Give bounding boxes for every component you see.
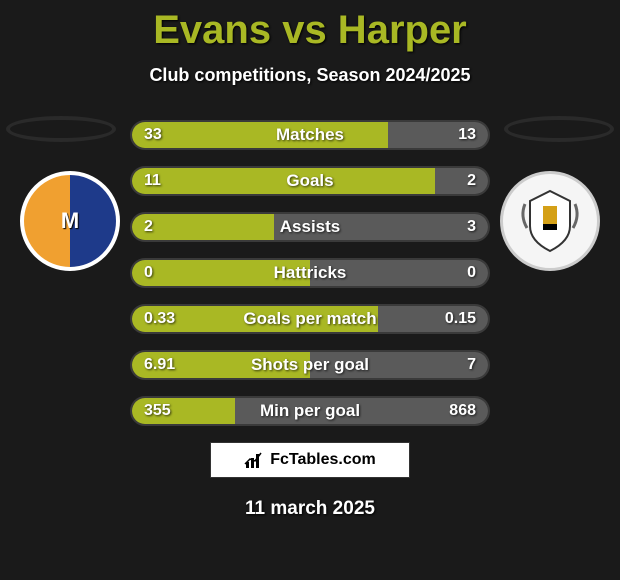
team-badge-left: M <box>20 171 120 271</box>
stat-value-left: 2 <box>144 218 153 236</box>
stat-value-right: 0.15 <box>445 310 476 328</box>
team-badge-left-label: M <box>61 208 79 234</box>
stat-value-right: 868 <box>449 402 476 420</box>
site-logo[interactable]: FcTables.com <box>210 442 410 478</box>
stat-row: 11 2 Goals <box>130 166 490 196</box>
stat-value-right: 2 <box>467 172 476 190</box>
stat-value-right: 3 <box>467 218 476 236</box>
stat-value-right: 13 <box>458 126 476 144</box>
stat-value-right: 0 <box>467 264 476 282</box>
stat-bar-right <box>435 168 488 194</box>
player-shadow-left <box>6 116 116 142</box>
team-badge-right <box>500 171 600 271</box>
stat-label: Assists <box>280 217 340 237</box>
stat-row: 0 0 Hattricks <box>130 258 490 288</box>
stat-row: 6.91 7 Shots per goal <box>130 350 490 380</box>
stat-label: Shots per goal <box>251 355 369 375</box>
stat-bar-left <box>132 122 388 148</box>
player-shadow-right <box>504 116 614 142</box>
stat-value-left: 0 <box>144 264 153 282</box>
stat-value-left: 0.33 <box>144 310 175 328</box>
site-logo-text: FcTables.com <box>270 451 376 469</box>
stat-value-left: 6.91 <box>144 356 175 374</box>
stat-value-left: 11 <box>144 172 161 190</box>
stat-row: 0.33 0.15 Goals per match <box>130 304 490 334</box>
stat-bar-left <box>132 168 435 194</box>
stat-row: 2 3 Assists <box>130 212 490 242</box>
stat-value-right: 7 <box>467 356 476 374</box>
stat-label: Goals per match <box>243 309 376 329</box>
stat-row: 33 13 Matches <box>130 120 490 150</box>
stat-value-left: 33 <box>144 126 162 144</box>
stats-list: 3313Matches112Goals23Assists00Hattricks0… <box>130 116 490 426</box>
stat-label: Min per goal <box>260 401 360 421</box>
stat-label: Matches <box>276 125 344 145</box>
chart-icon <box>244 450 264 470</box>
stat-row: 355 868 Min per goal <box>130 396 490 426</box>
stat-label: Hattricks <box>274 263 347 283</box>
stat-label: Goals <box>286 171 333 191</box>
page-title: Evans vs Harper <box>0 0 620 53</box>
stat-bar-left <box>132 214 274 240</box>
date-label: 11 march 2025 <box>0 498 620 520</box>
comparison-panel: M 33 13 Matches 11 2 Goals 2 3 Assists 0 0 Hattrick… <box>0 116 620 426</box>
crest-icon <box>515 186 585 256</box>
stat-value-left: 355 <box>144 402 171 420</box>
subtitle: Club competitions, Season 2024/2025 <box>0 65 620 86</box>
